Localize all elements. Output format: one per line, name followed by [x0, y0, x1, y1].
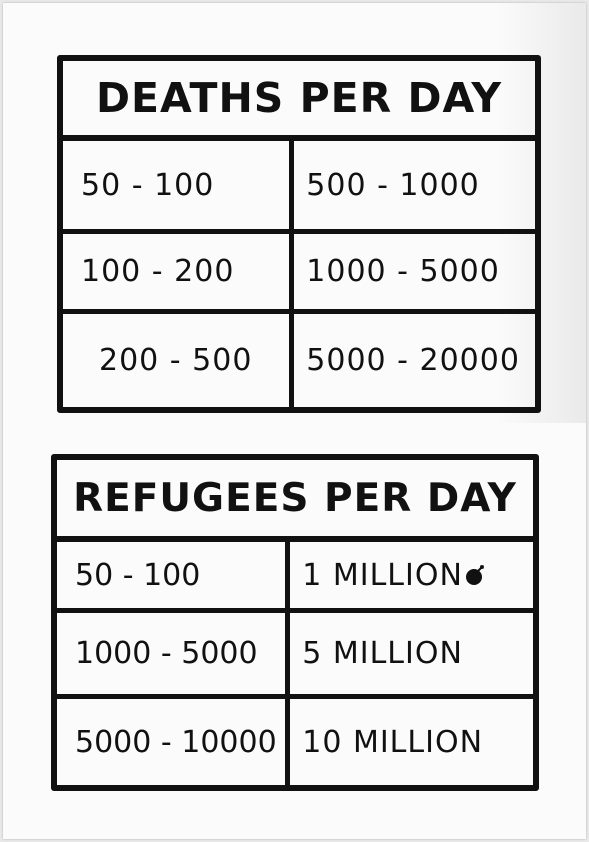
bomb-icon	[465, 564, 487, 586]
deaths-row-2-right: 1000 - 5000	[294, 229, 535, 309]
deaths-row-2-left: 100 - 200	[63, 229, 295, 309]
refugees-row-3-right: 10 MILLION	[290, 694, 533, 785]
deaths-per-day-table: DEATHS PER DAY 50 - 100 500 - 1000 100 -…	[57, 55, 541, 413]
deaths-row-1-right: 500 - 1000	[306, 167, 480, 203]
deaths-row-3-right: 5000 - 20000	[294, 309, 535, 407]
deaths-table-grid: 50 - 100 500 - 1000 100 - 200 1000 - 500…	[63, 141, 535, 407]
refugees-row-1-left: 50 - 100	[57, 542, 291, 608]
refugees-table-title: REFUGEES PER DAY	[57, 460, 533, 542]
deaths-table-title: DEATHS PER DAY	[63, 61, 535, 141]
refugees-row-2-left: 1000 - 5000	[57, 608, 291, 694]
refugees-per-day-table: REFUGEES PER DAY 50 - 100 1 MILLION 1000…	[51, 454, 539, 791]
refugees-row-2-right: 5 MILLION	[290, 608, 533, 694]
deaths-row-3-left: 200 - 500	[63, 309, 295, 407]
paper-card: DEATHS PER DAY 50 - 100 500 - 1000 100 -…	[3, 3, 586, 839]
paper-shadow	[496, 3, 586, 423]
refugees-row-1-right-text: 1 MILLION	[302, 557, 463, 593]
refugees-row-1-right: 1 MILLION	[290, 542, 533, 608]
refugees-table-grid: 50 - 100 1 MILLION 1000 - 5000 5 MILLION…	[57, 542, 533, 785]
refugees-row-3-left: 5000 - 10000	[57, 694, 291, 785]
deaths-row-1-left: 50 - 100	[63, 141, 295, 229]
